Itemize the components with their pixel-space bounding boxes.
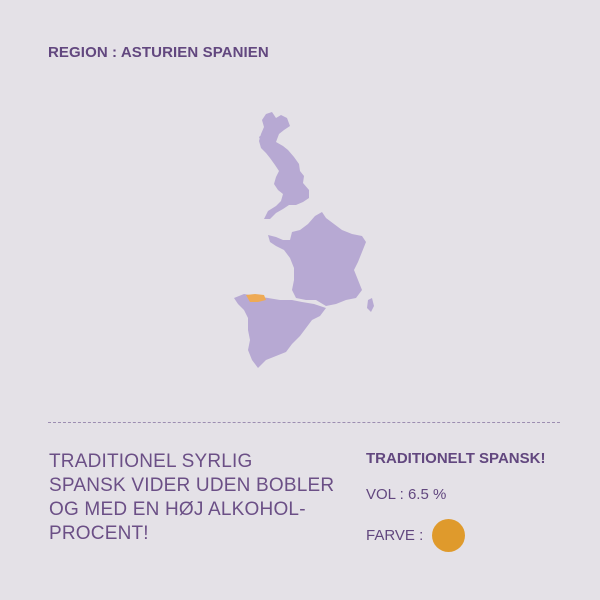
map-svg [234,112,374,368]
map-asturias-highlight [246,294,266,302]
tag-label: TRADITIONELT SPANSK! [366,450,546,467]
vol-label: VOL : 6.5 % [366,486,447,503]
farve-label: FARVE : [366,527,424,544]
color-swatch [432,519,465,552]
region-map [234,112,374,368]
dashed-divider [48,422,560,423]
map-great-britain [259,112,309,219]
map-france [268,212,366,306]
map-islands [259,133,266,144]
product-description: TRADITIONEL SYRLIG SPANSK VIDER UDEN BOB… [49,451,335,544]
map-corsica [367,298,374,312]
region-title: REGION : ASTURIEN SPANIEN [48,44,269,61]
map-spain [234,294,326,368]
